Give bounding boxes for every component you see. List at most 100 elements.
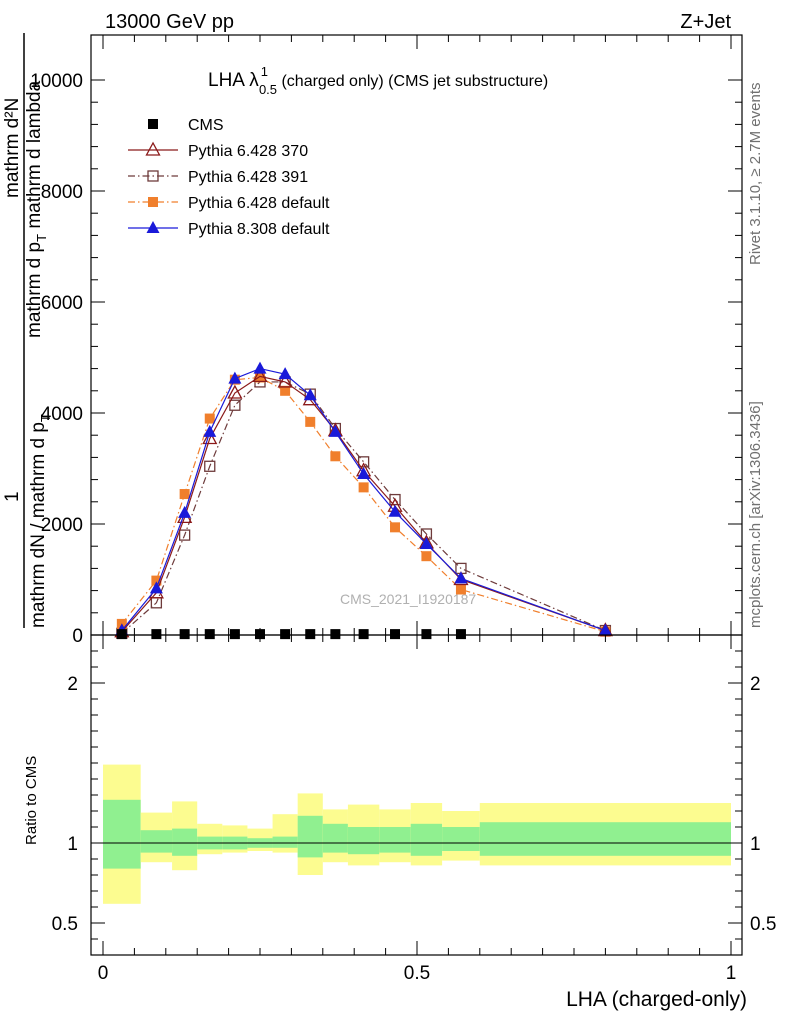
point-pdef [255,372,265,383]
point-cms [179,629,190,640]
x-axis-title: LHA (charged-only) [566,988,747,1011]
ratio-y-tick-label-right: 1 [750,834,761,855]
series-line-p391 [121,381,606,634]
point-p8 [357,467,371,480]
point-p370 [227,384,243,399]
point-cms [255,629,265,640]
chart-title-rest: (charged only) (CMS jet substructure) [277,73,548,90]
legend-item-pdef: Pythia 6.428 default [128,195,330,212]
point-p391 [204,460,216,472]
point-pdef [455,584,466,595]
point-p8 [228,371,242,384]
ratio-stat-band-7 [297,815,323,858]
point-p8 [149,581,163,594]
legend-item-p391: Pythia 6.428 391 [128,169,308,186]
point-cms [305,629,316,640]
point-p8 [278,367,292,380]
legend-label-p370: Pythia 6.428 370 [188,143,308,160]
point-p370 [277,373,293,388]
main-y-tick-label: 8000 [41,182,83,203]
ratio-stat-band-10 [379,827,411,853]
mcplots-label: mcplots.cern.ch [arXiv:1306.3436] [747,401,764,628]
point-cms [229,629,240,640]
legend-label-p391: Pythia 6.428 391 [188,169,308,186]
point-cms [204,629,215,640]
point-p391 [357,456,370,468]
point-cms [116,629,127,640]
point-cms [390,629,401,640]
chart-title: LHA λ 1 0.5 (charged only) (CMS jet substr… [208,64,548,97]
watermark: CMS_2021_I1920187 [340,591,476,607]
chart-title-sup: 1 [261,64,268,79]
ratio-stat-band-11 [410,823,443,856]
point-p8 [388,504,402,517]
point-cms [421,629,432,640]
ratio-stat-band-8 [322,823,348,853]
legend-marker-p370 [145,141,161,156]
ylabel-prefix: 1 [2,491,23,502]
point-p391 [229,399,241,411]
chart-title-sub: 0.5 [259,82,277,97]
main-y-tick-label: 2000 [41,515,83,536]
ratio-plot: 0 0.5 1 0.5 0.5 1 1 2 2 [52,634,776,984]
legend-label-pdef: Pythia 6.428 default [188,195,330,212]
point-pdef [179,489,190,500]
x-tick-label: 0.5 [404,963,430,984]
ratio-stat-band-13 [479,822,731,856]
ylabel-top-numerator: mathrm d²N [2,98,23,198]
point-p8 [203,424,217,437]
ratio-stat-band-6 [272,836,298,848]
point-p391 [389,493,401,506]
chart-title-main: LHA λ [208,70,259,91]
point-p370 [252,368,268,383]
x-tick-label: 1 [726,963,737,984]
legend-label-cms: CMS [188,117,224,134]
legend-marker-pdef [148,197,158,207]
point-pdef [204,413,215,424]
point-p8 [328,424,342,437]
ylabel-bottom: mathrm dN / mathrm d pT [28,414,53,628]
main-y-label: mathrm dN / mathrm d pT 1 mathrm d pT ma… [2,33,53,628]
ratio-stat-band-0 [103,799,141,869]
point-pdef [305,416,316,427]
point-cms [358,629,369,640]
point-cms [455,629,466,640]
ratio-y-tick-label: 2 [67,674,78,695]
series-line-p370 [121,375,606,633]
main-y-tick-label: 6000 [41,293,83,314]
ylabel-top-denominator: mathrm d pT mathrm d lambda [24,80,49,338]
ratio-y-tick-label: 1 [67,834,78,855]
point-p391 [178,529,191,541]
main-y-tick-label: 0 [72,626,83,647]
ratio-y-label: Ratio to CMS [23,756,40,845]
series-cms [116,629,466,640]
point-pdef [330,451,341,462]
ratio-stat-band-12 [442,827,480,851]
header-left: 13000 GeV pp [105,11,234,33]
ratio-stat-band-9 [347,827,380,855]
ratio-stat-band-1 [140,830,173,853]
point-cms [330,629,341,640]
ratio-frame-border [90,634,743,956]
ratio-y-tick-label-right: 2 [750,674,761,695]
point-p8 [253,361,267,374]
legend-marker-cms [148,119,158,129]
point-cms [280,629,291,640]
main-y-tick-label: 10000 [30,71,83,92]
legend-marker-p391 [147,170,159,182]
point-pdef [280,385,291,396]
point-p8 [598,623,612,636]
point-p8 [303,388,317,401]
point-p8 [178,505,192,518]
main-y-tick-label: 4000 [41,404,83,425]
series-line-p8 [121,367,606,632]
ratio-stat-band-2 [172,828,198,856]
main-plot: 0 2000 4000 6000 8000 10000 [30,34,743,647]
legend-item-cms: CMS [148,117,224,134]
legend-item-p370: Pythia 6.428 370 [128,141,308,160]
point-p370 [202,430,218,445]
point-pdef [390,522,401,533]
point-cms [151,629,162,640]
point-pdef [421,551,432,562]
